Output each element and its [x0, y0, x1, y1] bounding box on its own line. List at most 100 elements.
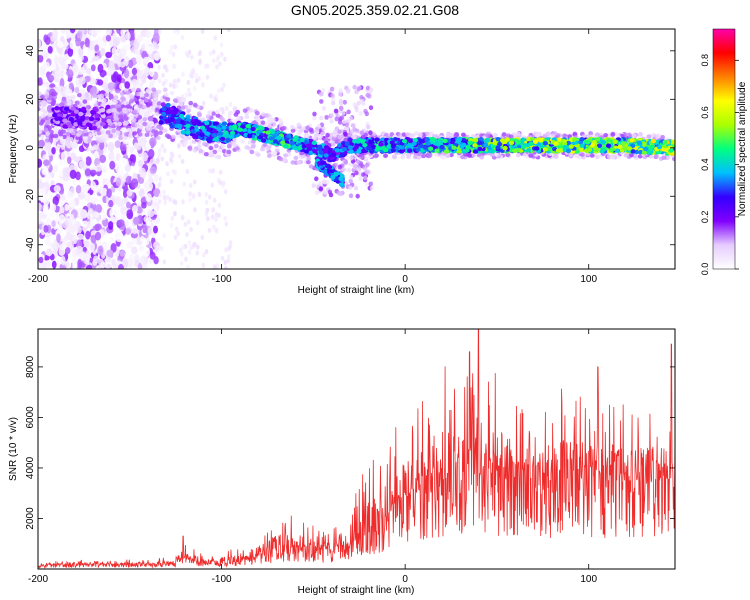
spectrogram-cell	[339, 115, 345, 121]
spectrogram-cell	[207, 110, 213, 115]
spectrogram-cell	[78, 160, 87, 169]
spectrogram-cell	[401, 132, 407, 137]
spectrogram-cell	[216, 88, 221, 94]
spectrogram-cell	[65, 89, 70, 97]
spectrogram-cell	[126, 201, 131, 209]
spectrogram-cell	[97, 79, 104, 86]
spectrogram-cell	[92, 93, 98, 99]
spectrogram-cell	[173, 234, 178, 240]
spectrogram-cell	[219, 51, 224, 57]
spectrogram-cell	[58, 131, 64, 137]
spectrogram-cell	[43, 196, 50, 207]
spectrogram-cell	[337, 164, 343, 170]
spectrogram-cell	[184, 256, 188, 262]
spectrogram-cell	[219, 107, 224, 112]
spectrogram-cell	[360, 134, 366, 140]
spectrogram-cell	[185, 168, 190, 175]
spectrogram-cell	[180, 158, 185, 165]
spectrogram-cell	[648, 154, 654, 159]
spectrogram-cell	[337, 129, 342, 135]
spectrogram-cell	[45, 131, 51, 136]
spectrogram-cell	[321, 106, 327, 111]
spectrogram-cell	[314, 128, 320, 134]
spectrogram-cell	[52, 95, 58, 100]
spectrogram-cell	[39, 65, 47, 76]
spectrogram-cell	[137, 132, 143, 137]
spectrogram-cell	[290, 160, 296, 165]
spectrogram-cell	[171, 51, 176, 57]
spectrogram-cell	[389, 132, 395, 137]
spectrogram-cell	[90, 220, 96, 227]
spectrogram-cell	[70, 141, 78, 150]
spectrogram-cell	[122, 135, 128, 140]
spectrogram-cell	[314, 176, 319, 182]
spectrogram-cell	[38, 158, 43, 168]
spectrogram-cell	[172, 29, 177, 34]
spectrogram-cell	[220, 117, 225, 122]
spectrogram-cell	[358, 111, 363, 116]
spectrogram-cell	[226, 29, 231, 33]
spectrogram-cell	[176, 77, 181, 83]
spectrogram-cell	[168, 49, 172, 55]
spectrogram-cell	[42, 260, 47, 269]
spectrogram-cell	[209, 93, 213, 99]
spectrogram-cell	[162, 194, 167, 201]
spectrogram-cell	[319, 115, 324, 121]
spectrogram-cell	[353, 185, 359, 191]
spectrogram-cell	[211, 224, 216, 230]
spectrogram-cell	[75, 171, 81, 181]
spectrogram-cell	[479, 155, 485, 160]
spectrogram-cell	[346, 167, 352, 173]
spectrogram-cell	[218, 61, 222, 67]
spectrogram-cell	[493, 132, 498, 138]
spectrogram-cell	[332, 129, 338, 135]
spectrogram-cell	[222, 82, 226, 88]
spectrogram-cell	[183, 140, 189, 146]
spectrogram-cell	[173, 44, 178, 50]
spectrogram-cell	[296, 131, 302, 136]
spectrogram-cell	[171, 168, 176, 175]
spectrogram-cell	[149, 79, 156, 86]
spectrogram-cell	[49, 235, 55, 244]
spectrogram-cell	[186, 219, 191, 225]
spectrogram-cell	[331, 141, 336, 147]
spectrogram-cell	[213, 143, 219, 149]
spectrogram-cell	[172, 211, 177, 217]
spectrogram-cell	[272, 151, 278, 156]
spectrogram-cell	[89, 169, 97, 176]
spectrogram-cell	[201, 100, 206, 106]
spectrogram-cell	[143, 56, 150, 64]
spectrogram-cell	[236, 116, 242, 121]
spectrogram-cell	[84, 91, 90, 97]
spectrogram-cell	[138, 245, 144, 252]
spectrogram-cell	[211, 58, 216, 64]
spectrogram-cell	[133, 216, 140, 226]
spectrogram-cell	[138, 159, 144, 168]
spectrogram-cell	[416, 151, 422, 157]
spectrogram-cell	[147, 226, 153, 236]
spectrogram-cell	[188, 197, 192, 203]
spectrogram-cell	[119, 47, 127, 58]
spectrogram-cell	[445, 132, 451, 138]
spectrogram-cell	[329, 132, 334, 138]
spectrogram-cell	[87, 138, 93, 144]
spectrogram-cell	[125, 31, 131, 41]
spectrogram-cell	[337, 134, 342, 140]
spectrogram-cell	[574, 153, 580, 159]
spectrogram-cell	[152, 101, 158, 106]
spectrogram-cell	[162, 232, 167, 239]
spectrogram-cell	[158, 126, 164, 131]
spectrogram-cell	[610, 131, 616, 137]
spectrogram-cell	[317, 133, 322, 139]
spectrogram-cell	[182, 181, 187, 187]
spectrogram-cell	[180, 105, 186, 110]
spectrogram-cell	[106, 29, 113, 36]
spectrogram-cell	[70, 152, 76, 161]
spectrogram-cell	[85, 156, 92, 166]
spectrogram-cell	[485, 133, 491, 138]
spectrogram-cell	[69, 169, 77, 180]
spectrogram-cell	[45, 260, 51, 268]
spectrogram-cell	[204, 249, 209, 255]
spectrogram-cell	[77, 258, 83, 269]
spectrogram-cell	[134, 142, 142, 151]
